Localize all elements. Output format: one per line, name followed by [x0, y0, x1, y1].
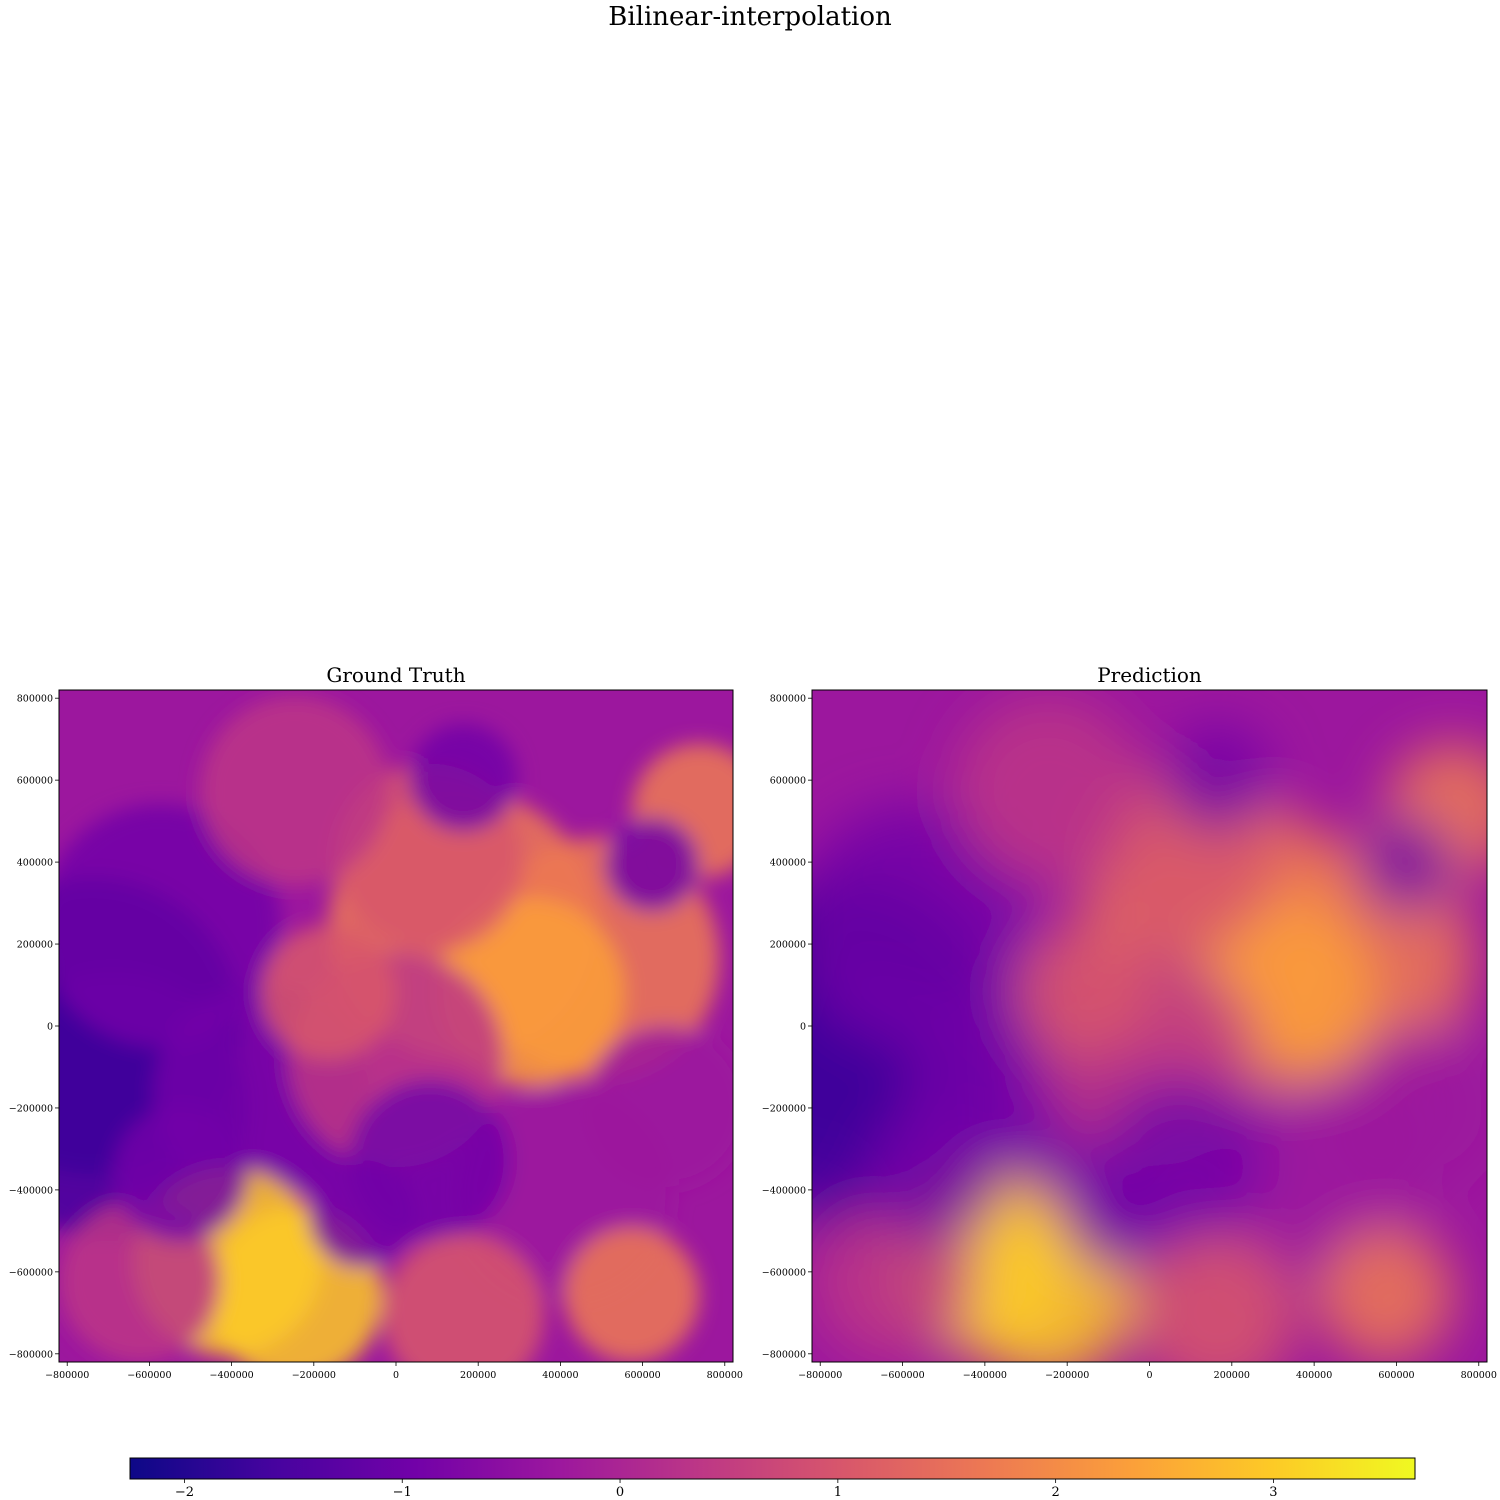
colorbar-tick-label: −1	[393, 1485, 412, 1500]
y-tick-label: −800000	[9, 1349, 53, 1360]
colorbar-tick-label: 1	[834, 1485, 842, 1500]
y-tick-label: −400000	[762, 1185, 806, 1196]
y-tick-label: −800000	[762, 1349, 806, 1360]
panel-title: Prediction	[1097, 663, 1202, 687]
x-tick-label: −800000	[798, 1370, 842, 1381]
x-tick-label: −600000	[127, 1370, 171, 1381]
x-tick-label: 0	[1146, 1370, 1152, 1381]
colorbar-tick-label: −2	[175, 1485, 194, 1500]
x-tick-label: 400000	[542, 1370, 578, 1381]
y-tick-label: 800000	[770, 694, 806, 705]
colorbar: −2 −1 0 1 2 3	[129, 1457, 1416, 1500]
y-tick-label: −200000	[9, 1103, 53, 1114]
y-tick-label: −400000	[9, 1185, 53, 1196]
colorbar-tick-label: 0	[616, 1485, 624, 1500]
colorbar-tick-label: 3	[1269, 1485, 1277, 1500]
y-tick-label: 0	[800, 1022, 806, 1033]
x-tick-label: 400000	[1296, 1370, 1332, 1381]
x-tick-label: 200000	[1214, 1370, 1250, 1381]
y-tick-label: 0	[47, 1022, 53, 1033]
panel-title: Ground Truth	[326, 663, 465, 687]
y-tick-label: 800000	[17, 694, 53, 705]
x-tick-label: −200000	[292, 1370, 336, 1381]
panel-ground-truth: Ground Truth −800000 −600000 −400000 −200000…	[9, 663, 743, 1381]
y-tick-label: 400000	[17, 858, 53, 869]
heatmap-field	[812, 690, 1487, 1362]
heatmap-field	[59, 690, 733, 1362]
x-tick-label: 800000	[707, 1370, 743, 1381]
x-tick-label: −600000	[880, 1370, 924, 1381]
x-tick-label: −400000	[209, 1370, 253, 1381]
x-tick-label: −800000	[45, 1370, 89, 1381]
x-tick-label: 800000	[1461, 1370, 1497, 1381]
colorbar-gradient	[129, 1457, 1416, 1480]
colorbar-tick-label: 2	[1051, 1485, 1059, 1500]
x-tick-label: −200000	[1045, 1370, 1089, 1381]
figure-title: Bilinear-interpolation	[608, 2, 892, 32]
x-tick-label: 200000	[460, 1370, 496, 1381]
x-tick-label: 0	[393, 1370, 399, 1381]
y-tick-label: −600000	[9, 1267, 53, 1278]
x-tick-label: −400000	[963, 1370, 1007, 1381]
x-tick-label: 600000	[1378, 1370, 1414, 1381]
y-tick-label: 600000	[17, 776, 53, 787]
panel-prediction: Prediction −800000 −600000 −400000 −200000 0 2…	[762, 663, 1497, 1381]
y-tick-label: 200000	[770, 940, 806, 951]
y-tick-label: 600000	[770, 776, 806, 787]
y-tick-label: −600000	[762, 1267, 806, 1278]
y-tick-label: 200000	[17, 940, 53, 951]
y-tick-label: −200000	[762, 1103, 806, 1114]
y-tick-label: 400000	[770, 858, 806, 869]
x-tick-label: 600000	[624, 1370, 660, 1381]
